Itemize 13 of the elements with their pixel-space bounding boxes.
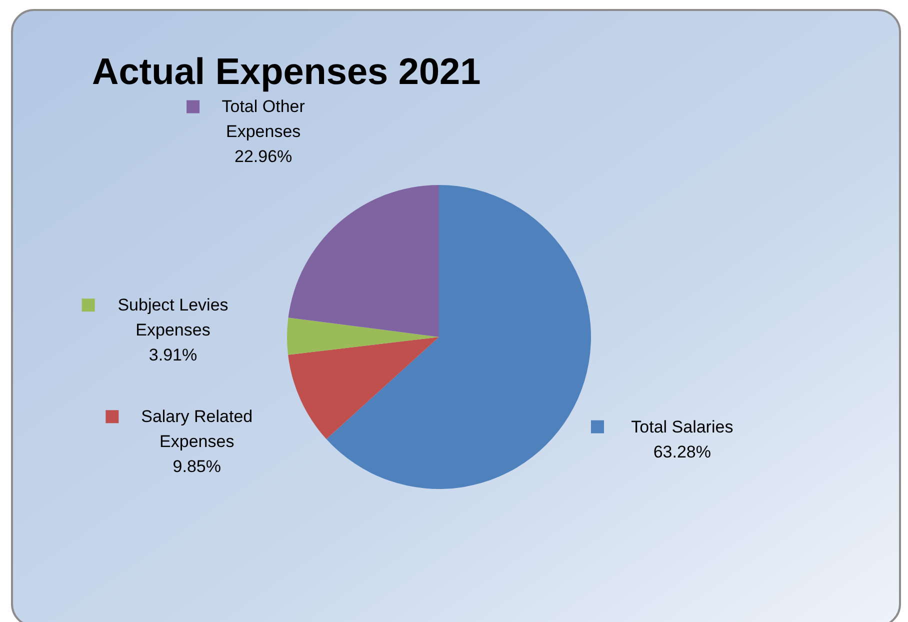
legend-label: Total Other Expenses — [222, 97, 306, 142]
data-label: 9.85% — [172, 457, 221, 476]
data-label: 3.91% — [148, 346, 198, 365]
chart-title: Actual Expenses 2021 — [92, 51, 481, 92]
legend-label: Subject Levies Expenses — [118, 296, 228, 340]
pie-slice — [326, 185, 591, 489]
pie-slice — [288, 337, 439, 440]
data-label: 22.96% — [234, 147, 292, 166]
pie-slice — [287, 318, 439, 355]
legend-label: Salary Related Expenses — [141, 407, 253, 452]
legend-label: Total Salaries — [631, 417, 734, 436]
data-label: 63.28% — [653, 442, 712, 462]
pie-slice — [288, 185, 439, 337]
